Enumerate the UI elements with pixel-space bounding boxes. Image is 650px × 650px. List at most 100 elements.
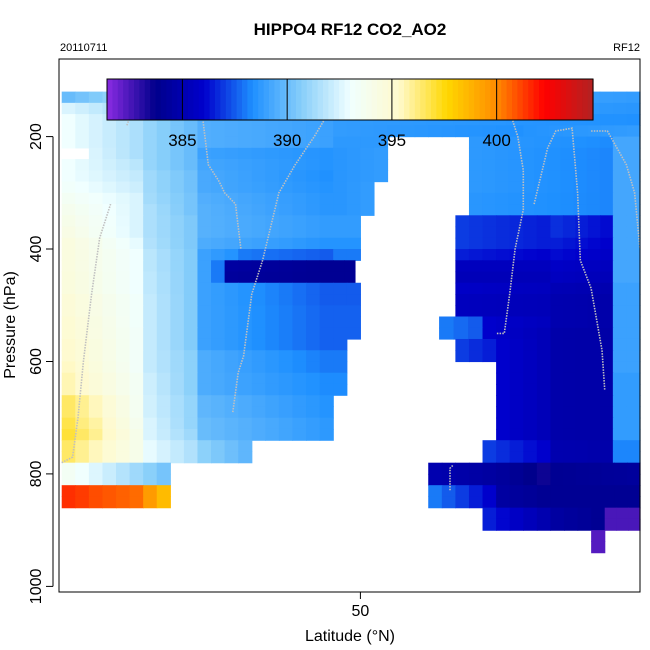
heatmap-cell xyxy=(238,125,253,138)
heatmap-cell xyxy=(575,350,589,363)
heatmap-cell xyxy=(116,170,131,183)
heatmap-cell xyxy=(468,226,484,239)
heatmap-cell xyxy=(170,372,185,385)
heatmap-cell xyxy=(143,282,158,295)
heatmap-cell xyxy=(75,372,90,385)
heatmap-cell xyxy=(88,383,104,396)
heatmap-cell xyxy=(224,395,239,408)
heatmap-cell xyxy=(143,383,158,396)
heatmap-cell xyxy=(102,361,117,374)
heatmap-cell xyxy=(523,338,538,351)
heatmap-cell xyxy=(129,305,144,318)
heatmap-cell xyxy=(197,451,212,464)
heatmap-cell xyxy=(600,350,614,363)
heatmap-cell xyxy=(224,271,239,284)
heatmap-cell xyxy=(575,372,589,385)
heatmap-cell xyxy=(509,282,524,295)
colorbar-swatch xyxy=(506,79,513,120)
heatmap-cell xyxy=(61,338,76,351)
heatmap-cell xyxy=(550,271,564,284)
heatmap-cell xyxy=(278,215,294,228)
heatmap-cell xyxy=(482,159,496,171)
heatmap-cell xyxy=(129,417,144,430)
heatmap-cell xyxy=(587,282,601,295)
heatmap-cell xyxy=(238,271,253,284)
heatmap-cell xyxy=(129,192,144,205)
plot-frame xyxy=(58,58,641,593)
heatmap-cell xyxy=(88,170,104,183)
heatmap-cell xyxy=(197,170,212,183)
heatmap-cell xyxy=(576,473,590,486)
heatmap-cell xyxy=(211,350,226,363)
heatmap-cell xyxy=(482,170,496,183)
heatmap-cell xyxy=(523,440,538,453)
heatmap-cell xyxy=(346,192,361,205)
heatmap-cell xyxy=(129,316,144,329)
heatmap-cell xyxy=(575,316,589,329)
heatmap-cell xyxy=(116,428,131,441)
heatmap-cell xyxy=(211,260,226,273)
heatmap-cell xyxy=(278,226,294,239)
y-tick-label: 200 xyxy=(28,123,45,150)
heatmap-cell xyxy=(509,383,524,396)
heatmap-cell xyxy=(346,215,361,228)
heatmap-cell xyxy=(75,350,90,363)
heatmap-cell xyxy=(102,350,117,363)
colorbar-swatch xyxy=(479,79,486,120)
heatmap-cell xyxy=(626,204,641,216)
heatmap-cell xyxy=(292,383,307,396)
heatmap-cell xyxy=(75,496,90,509)
heatmap-cell xyxy=(197,271,212,284)
heatmap-cell xyxy=(61,395,76,408)
heatmap-cell xyxy=(626,338,641,351)
heatmap-cell xyxy=(562,260,576,273)
heatmap-cell xyxy=(601,496,615,509)
heatmap-cell xyxy=(575,417,589,430)
heatmap-cell xyxy=(626,327,641,340)
heatmap-cell xyxy=(319,192,334,205)
heatmap-cell xyxy=(88,271,104,284)
heatmap-cell xyxy=(224,406,239,419)
heatmap-cell xyxy=(183,125,199,138)
heatmap-cell xyxy=(183,428,199,441)
heatmap-cell xyxy=(238,451,253,464)
heatmap-cell xyxy=(183,406,199,419)
heatmap-cell xyxy=(183,147,199,160)
heatmap-cell xyxy=(587,260,601,273)
heatmap-cell xyxy=(495,147,509,160)
heatmap-cell xyxy=(278,249,294,261)
heatmap-cell xyxy=(61,451,76,464)
heatmap-cell xyxy=(495,136,509,149)
heatmap-cell xyxy=(183,361,199,374)
heatmap-cell xyxy=(129,226,144,239)
colorbar-swatch xyxy=(360,79,367,120)
heatmap-cell xyxy=(626,451,641,464)
heatmap-cell xyxy=(575,451,589,464)
heatmap-cell xyxy=(360,181,375,194)
heatmap-cell xyxy=(265,260,280,273)
heatmap-cell xyxy=(278,383,294,396)
heatmap-cell xyxy=(170,215,185,228)
heatmap-cell xyxy=(482,192,496,205)
heatmap-cell xyxy=(61,170,76,183)
heatmap-cell xyxy=(143,305,158,318)
heatmap-cell xyxy=(575,215,589,228)
heatmap-cell xyxy=(521,204,535,216)
heatmap-cell xyxy=(183,305,199,318)
flight-date-label: 20110711 xyxy=(60,42,107,54)
heatmap-cell xyxy=(156,417,171,430)
heatmap-cell xyxy=(88,338,104,351)
heatmap-cell xyxy=(534,147,549,160)
heatmap-cell xyxy=(319,305,334,318)
heatmap-cell xyxy=(265,181,280,194)
colorbar-swatch xyxy=(161,79,167,120)
heatmap-cell xyxy=(600,237,614,250)
heatmap-cell xyxy=(116,395,131,408)
heatmap-cell xyxy=(265,147,280,160)
colorbar-swatch xyxy=(209,79,216,120)
heatmap-cell xyxy=(116,350,131,363)
heatmap-cell xyxy=(278,282,294,295)
heatmap-cell xyxy=(156,440,171,453)
heatmap-cell xyxy=(211,215,226,228)
heatmap-cell xyxy=(278,294,294,306)
